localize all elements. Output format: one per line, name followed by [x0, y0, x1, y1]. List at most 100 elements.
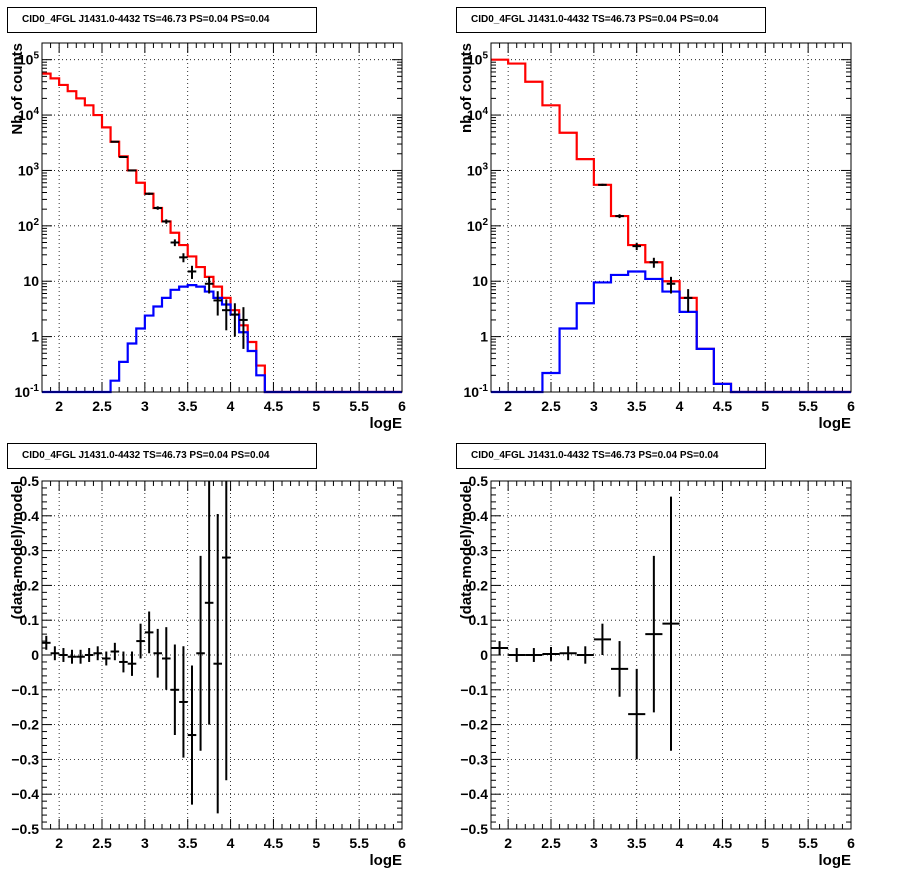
x-axis-label: logE: [370, 415, 403, 432]
data-point: [615, 214, 624, 219]
plot-frame: [41, 42, 403, 393]
y-tick-label: 10-1: [15, 383, 40, 400]
y-tick-label: −0.5: [11, 821, 39, 837]
y-tick-label: 0.4: [469, 508, 489, 524]
data-point: [93, 646, 102, 661]
data-point: [102, 651, 111, 666]
data-point: [170, 239, 180, 247]
y-axis-label: (data-model)/model: [9, 481, 26, 619]
y-tick-label: 103: [18, 161, 40, 178]
y-tick-label: 0.2: [469, 577, 489, 593]
data-point: [67, 649, 77, 664]
x-tick-label: 5.5: [349, 835, 369, 851]
data-point: [525, 648, 543, 662]
data-point: [491, 641, 509, 655]
x-tick-label: 5.5: [798, 835, 818, 851]
data-point: [222, 481, 231, 781]
y-tick-label: 0.2: [20, 577, 40, 593]
data-point: [632, 242, 641, 251]
x-tick-label: 4.5: [713, 835, 733, 851]
x-tick-label: 6: [847, 835, 855, 851]
data-point: [230, 303, 240, 337]
data-point: [153, 628, 162, 678]
data-point: [84, 648, 94, 662]
x-tick-label: 3.5: [627, 398, 647, 414]
x-tick-label: 2: [55, 398, 63, 414]
data-point: [127, 169, 137, 172]
x-tick-label: 2.5: [541, 398, 561, 414]
plot-title: CID0_4FGL J1431.0-4432 TS=46.73 PS=0.04 …: [456, 7, 766, 33]
x-tick-label: 6: [398, 835, 406, 851]
x-tick-label: 4: [676, 398, 684, 414]
x-tick-label: 3: [141, 398, 149, 414]
data-point: [213, 291, 222, 316]
data-point: [162, 627, 171, 690]
data-point: [542, 646, 560, 661]
data-point: [110, 642, 120, 661]
y-tick-label: 0.1: [20, 612, 40, 628]
counts-plot-right: 2 2.5 3 3.5 4 4.5 5 5.5 610-1110102103104105logE…: [458, 42, 855, 432]
data-point: [179, 253, 188, 263]
x-tick-label: 2.5: [92, 398, 112, 414]
data-point: [127, 651, 137, 676]
plot-title: CID0_4FGL J1431.0-4432 TS=46.73 PS=0.04 …: [7, 443, 317, 469]
x-tick-label: 2: [55, 835, 63, 851]
data-point: [153, 206, 162, 210]
y-tick-label: −0.3: [11, 751, 39, 767]
data-point: [119, 155, 128, 158]
x-tick-label: 4.5: [264, 398, 284, 414]
y-tick-label: −0.1: [460, 682, 488, 698]
y-tick-label: 103: [467, 161, 489, 178]
plot-frame: [41, 480, 403, 830]
y-tick-label: 10-1: [464, 383, 489, 400]
data-point: [59, 648, 68, 662]
data-point: [559, 646, 577, 661]
y-tick-label: 1: [31, 329, 39, 345]
data-point: [50, 646, 60, 661]
data-point: [136, 623, 145, 659]
y-tick-label: −0.4: [460, 786, 488, 802]
y-tick-label: 10: [472, 273, 488, 289]
data-point: [645, 555, 663, 713]
data-point: [144, 192, 154, 196]
x-tick-label: 3.5: [178, 835, 198, 851]
y-axis-label: Nb of counts: [9, 43, 26, 135]
y-tick-label: 0: [31, 647, 39, 663]
y-tick-label: 0.3: [469, 543, 489, 559]
y-tick-label: 0.5: [20, 473, 40, 489]
x-tick-label: 5: [761, 398, 769, 414]
data-point: [187, 665, 197, 805]
y-tick-label: 0.3: [20, 543, 40, 559]
y-tick-label: 102: [18, 217, 40, 234]
x-tick-label: 2: [504, 835, 512, 851]
x-tick-label: 2.5: [541, 835, 561, 851]
x-tick-label: 3.5: [627, 835, 647, 851]
y-axis-label: nb of counts: [458, 43, 475, 133]
plot-frame: [490, 480, 852, 830]
x-tick-label: 3: [590, 835, 598, 851]
x-tick-label: 4: [676, 835, 684, 851]
x-tick-label: 6: [398, 398, 406, 414]
data-point: [179, 646, 188, 758]
plot-title: CID0_4FGL J1431.0-4432 TS=46.73 PS=0.04 …: [456, 443, 766, 469]
x-axis-label: logE: [370, 852, 403, 869]
y-tick-label: 0: [480, 647, 488, 663]
x-tick-label: 2: [504, 398, 512, 414]
data-point: [598, 183, 607, 186]
y-tick-label: 0.1: [469, 612, 489, 628]
x-tick-label: 4.5: [264, 835, 284, 851]
y-tick-label: −0.1: [11, 682, 39, 698]
data-point: [508, 648, 526, 662]
y-tick-label: −0.5: [460, 821, 488, 837]
data-point: [196, 555, 205, 751]
data-point: [666, 276, 676, 294]
x-tick-label: 3.5: [178, 398, 198, 414]
residuals-plot-right: 2 2.5 3 3.5 4 4.5 5 5.5 6 −0.5 −0.4 −0.3 −0.2 −0.1 0 0.…: [458, 473, 855, 869]
data-point: [576, 646, 594, 664]
data-point: [76, 649, 85, 664]
data-point: [110, 140, 120, 143]
x-tick-label: 3: [590, 398, 598, 414]
data-point: [649, 257, 659, 268]
plot-title: CID0_4FGL J1431.0-4432 TS=46.73 PS=0.04 …: [7, 7, 317, 33]
x-tick-label: 4.5: [713, 398, 733, 414]
